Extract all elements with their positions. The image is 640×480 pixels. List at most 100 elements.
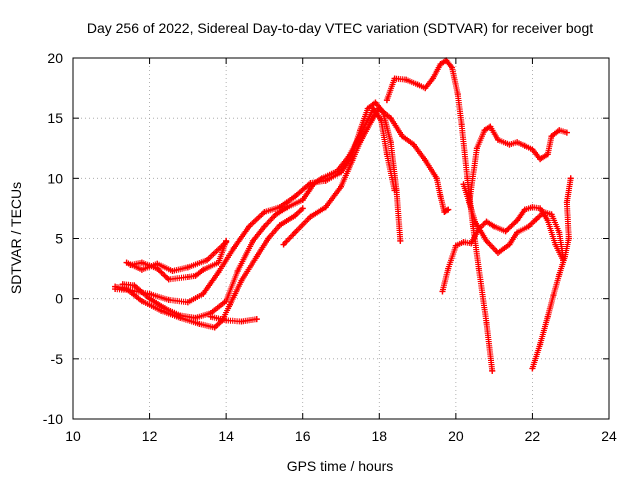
data-point (521, 206, 528, 213)
data-point (529, 365, 536, 372)
data-point (460, 181, 467, 188)
data-point (391, 75, 398, 82)
plus-markers (119, 105, 398, 321)
data-point (544, 217, 551, 224)
data-point (311, 180, 318, 187)
data-point (196, 320, 203, 327)
data-point (376, 105, 383, 112)
data-point (299, 205, 306, 212)
data-point (441, 209, 448, 216)
x-axis-label: GPS time / hours (287, 458, 394, 474)
data-point (204, 257, 210, 264)
data-point (349, 157, 356, 164)
data-point (414, 81, 421, 88)
data-point (131, 282, 138, 289)
data-point (514, 229, 521, 236)
data-point (292, 193, 299, 200)
data-point (280, 241, 287, 248)
data-point (489, 367, 496, 374)
data-point (458, 121, 465, 128)
y-tick-label: 15 (47, 110, 63, 126)
data-point (502, 228, 509, 235)
data-point (387, 139, 394, 146)
data-point (215, 269, 222, 276)
data-point (506, 241, 513, 248)
data-point (544, 151, 551, 158)
data-point (565, 235, 572, 242)
data-point (261, 223, 268, 230)
data-point (494, 249, 501, 256)
data-point (556, 271, 563, 278)
series-track-11 (466, 123, 570, 206)
data-point (548, 133, 555, 140)
data-point (230, 245, 237, 252)
data-point (445, 206, 452, 213)
data-point (439, 288, 446, 295)
data-point (272, 211, 279, 218)
x-tick-label: 14 (218, 428, 234, 444)
data-point (483, 319, 490, 326)
data-point (552, 241, 559, 248)
data-point (437, 193, 444, 200)
data-point (292, 212, 299, 219)
plus-markers (207, 313, 260, 325)
data-point (112, 283, 119, 290)
x-tick-label: 10 (65, 428, 81, 444)
data-point (529, 146, 536, 153)
chart-title: Day 256 of 2022, Sidereal Day-to-day VTE… (87, 20, 593, 36)
series-track-8 (383, 57, 496, 374)
data-point (437, 61, 444, 68)
data-point (146, 295, 153, 302)
y-axis-label: SDTVAR / TECUs (8, 182, 24, 294)
y-tick-label: 20 (47, 50, 63, 66)
series-track-2 (119, 105, 398, 321)
data-point (472, 218, 478, 225)
series-track-6 (207, 313, 260, 325)
data-point (537, 341, 544, 348)
data-point (246, 223, 253, 230)
data-point (449, 64, 456, 71)
x-tick-label: 24 (601, 428, 617, 444)
data-point (338, 183, 344, 190)
data-point (345, 153, 352, 160)
data-point (307, 213, 314, 220)
data-point (364, 105, 371, 112)
data-point (184, 299, 191, 306)
data-point (452, 242, 459, 249)
data-point (322, 204, 329, 211)
series-line (130, 240, 227, 281)
data-point (123, 286, 130, 293)
y-tick-labels: -10 -5 0 5 10 15 20 (43, 50, 63, 427)
data-point (506, 141, 513, 148)
data-point (211, 324, 218, 331)
data-point (370, 105, 377, 112)
data-point (533, 216, 540, 223)
data-point (387, 115, 394, 122)
data-point (318, 175, 325, 182)
data-point (357, 139, 364, 146)
data-series-layer (112, 57, 574, 374)
data-point (454, 91, 461, 98)
tick-marks (72, 57, 610, 420)
y-tick-label: 0 (55, 291, 63, 307)
data-point (521, 142, 528, 149)
data-point (468, 240, 475, 247)
data-point (234, 267, 241, 274)
data-point (556, 229, 563, 236)
grid-lines (73, 58, 609, 419)
data-point (475, 265, 482, 272)
data-point (177, 314, 184, 321)
data-point (249, 237, 256, 244)
data-point (215, 259, 222, 266)
x-tick-label: 22 (525, 428, 541, 444)
series-track-7 (280, 105, 452, 248)
data-point (368, 117, 375, 124)
data-point (223, 298, 230, 305)
x-tick-label: 12 (142, 428, 158, 444)
data-point (563, 129, 570, 136)
data-point (525, 223, 532, 230)
data-point (429, 75, 436, 82)
data-point (548, 211, 555, 218)
y-tick-label: 5 (55, 231, 63, 247)
